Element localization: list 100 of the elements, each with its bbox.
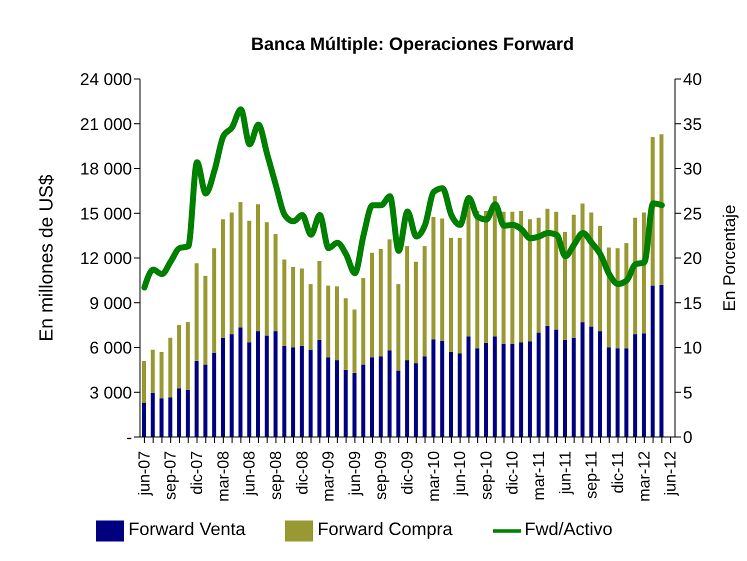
bar (186, 390, 190, 437)
bar (422, 356, 427, 437)
bar (212, 248, 216, 353)
bar (466, 206, 471, 336)
bar (536, 218, 541, 333)
bar (361, 278, 366, 365)
y-tick-label: 3 000 (89, 383, 132, 402)
bar (448, 352, 453, 437)
bar (220, 219, 225, 338)
bar (519, 342, 524, 437)
y2-tick-label: 40 (683, 70, 702, 90)
bar (510, 344, 514, 437)
bar (431, 339, 436, 437)
bar (194, 263, 199, 361)
bar (142, 402, 146, 437)
bar (308, 350, 313, 437)
x-tick-label: dic-09 (400, 450, 416, 495)
bar (659, 284, 664, 437)
bar (484, 343, 488, 437)
bar (317, 340, 322, 437)
bar (458, 238, 462, 354)
bar (326, 286, 330, 358)
bar (160, 352, 164, 398)
bar (388, 350, 392, 437)
x-tick-label: jun-07 (136, 450, 154, 496)
bar (484, 211, 488, 344)
chart-title: Banca Múltiple: Operaciones Forward (250, 34, 576, 55)
x-tick-label: mar-09 (320, 450, 338, 502)
bar (361, 364, 366, 437)
x-tick-label: mar-10 (426, 450, 443, 502)
bar (264, 222, 269, 336)
y-tick-label: 18 000 (80, 160, 132, 179)
bar (466, 336, 471, 437)
y2-tick-label: 0 (683, 428, 692, 448)
bar (352, 372, 356, 437)
bar (256, 331, 260, 437)
bar (458, 353, 462, 437)
x-tick-label: jun-12 (662, 450, 680, 496)
bar (554, 212, 558, 330)
bar (352, 309, 356, 373)
bar (334, 360, 339, 437)
bar (545, 326, 550, 437)
x-tick-label: jun-09 (346, 450, 364, 496)
bar (194, 360, 199, 437)
x-tick-label: mar-12 (636, 450, 654, 502)
bar (562, 340, 567, 437)
bar (659, 134, 664, 285)
bar (238, 202, 242, 328)
bar (274, 234, 278, 332)
bar (431, 216, 436, 340)
bar (633, 334, 638, 437)
bar (396, 284, 400, 371)
bar (589, 326, 594, 437)
bar (142, 360, 146, 403)
bar (616, 348, 620, 437)
bar (405, 360, 410, 437)
bar (440, 218, 444, 341)
y2-tick-label: 10 (683, 338, 702, 358)
x-tick-label: dic-08 (294, 450, 312, 495)
x-tick-label: sep-09 (373, 450, 390, 500)
bar (492, 336, 497, 437)
legend-label: Forward Venta (128, 519, 246, 540)
bar (606, 348, 611, 437)
bar (440, 340, 444, 437)
bar (203, 276, 208, 365)
bar (300, 268, 304, 346)
bar (475, 211, 480, 348)
bar (642, 333, 646, 437)
bar (633, 218, 638, 334)
x-tick-label: jun-11 (557, 450, 574, 496)
x-tick-label: dic-11 (610, 450, 627, 494)
bar (256, 204, 260, 332)
bar (247, 342, 252, 437)
bar (589, 212, 594, 327)
bar (650, 286, 655, 437)
y-tick-label: 9 000 (89, 294, 132, 313)
bar (168, 338, 172, 398)
bar (160, 398, 164, 437)
bar (545, 208, 550, 326)
bar (492, 196, 497, 336)
bar (378, 356, 383, 437)
y-tick-label: 15 000 (80, 204, 132, 224)
bar (291, 348, 296, 437)
bar (177, 388, 182, 437)
legend-label: Fwd/Activo (524, 519, 613, 540)
bar (580, 204, 585, 322)
bar (598, 331, 602, 437)
bar (344, 298, 348, 370)
bar (502, 212, 506, 344)
bar (580, 322, 585, 437)
bar (624, 243, 628, 348)
bar (317, 260, 322, 340)
bar (554, 330, 558, 437)
x-tick-label: dic-07 (189, 450, 206, 495)
bar (300, 346, 304, 437)
bar (378, 249, 383, 356)
bar (475, 348, 480, 437)
y-tick-label: 24 000 (80, 70, 132, 90)
bar (220, 338, 225, 437)
bar (238, 327, 242, 437)
